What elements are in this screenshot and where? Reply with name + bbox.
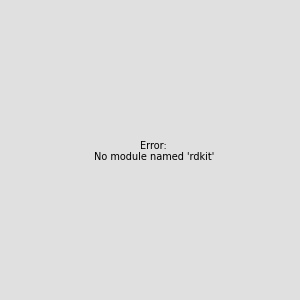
Text: Error:
No module named 'rdkit': Error: No module named 'rdkit' (94, 141, 214, 162)
